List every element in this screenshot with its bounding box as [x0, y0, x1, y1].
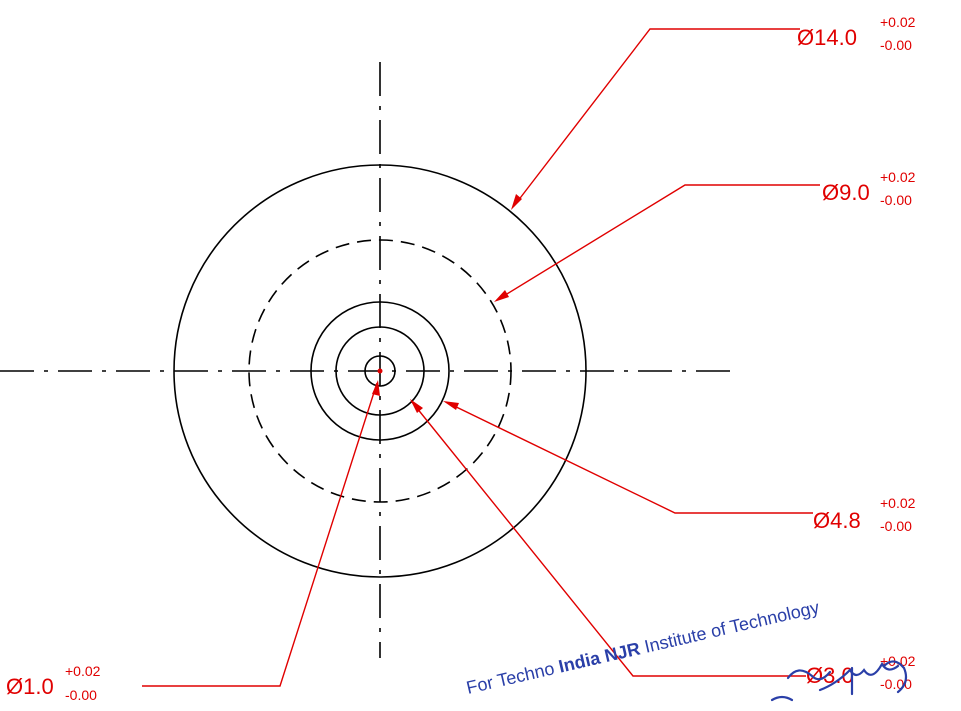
svg-text:-0.00: -0.00: [65, 687, 97, 703]
leader-outer: [511, 28, 800, 210]
svg-text:Ø4.8: Ø4.8: [813, 508, 861, 533]
leader-hidden: [494, 184, 820, 302]
center-dot: [377, 368, 383, 374]
svg-text:+0.02: +0.02: [880, 495, 916, 511]
leader-center-hole: [142, 380, 380, 687]
svg-text:-0.00: -0.00: [880, 37, 912, 53]
svg-text:-0.00: -0.00: [880, 192, 912, 208]
stamp-prefix: For Techno: [464, 657, 561, 698]
center-hole: [364, 355, 396, 387]
svg-text:+0.02: +0.02: [880, 169, 916, 185]
svg-text:Ø9.0: Ø9.0: [822, 180, 870, 205]
outer-circle: [173, 164, 587, 578]
dim-label-3: Ø3.0 +0.02 -0.00: [806, 653, 916, 692]
signature: [770, 660, 908, 702]
middle-circle: [310, 301, 450, 441]
hidden-circle: [248, 239, 512, 503]
svg-text:Ø3.0: Ø3.0: [806, 663, 854, 688]
svg-text:+0.02: +0.02: [880, 14, 916, 30]
svg-text:Ø14.0: Ø14.0: [797, 25, 857, 50]
svg-text:Ø1.0: Ø1.0: [6, 674, 54, 699]
dim-label-4-8: Ø4.8 +0.02 -0.00: [813, 495, 916, 534]
svg-text:-0.00: -0.00: [880, 518, 912, 534]
leader-inner: [410, 399, 806, 677]
svg-text:-0.00: -0.00: [880, 676, 912, 692]
dim-label-14: Ø14.0 +0.02 -0.00: [797, 14, 916, 53]
stamp-suffix: Institute of Technology: [638, 597, 822, 658]
leader-middle: [443, 401, 813, 514]
dim-label-1: Ø1.0 +0.02 -0.00: [6, 663, 101, 703]
institution-stamp: For Techno India NJR Institute of Techno…: [464, 597, 821, 698]
svg-text:For Techno India NJR Institute: For Techno India NJR Institute of Techno…: [464, 597, 821, 698]
svg-text:+0.02: +0.02: [65, 663, 101, 679]
svg-text:+0.02: +0.02: [880, 653, 916, 669]
dim-label-9: Ø9.0 +0.02 -0.00: [822, 169, 916, 208]
inner-circle: [335, 326, 425, 416]
